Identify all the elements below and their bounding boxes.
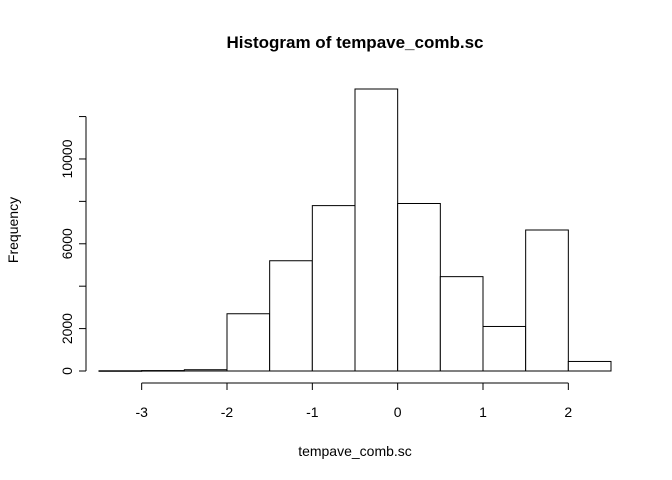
x-axis-label: tempave_comb.sc bbox=[298, 443, 412, 459]
y-tick-label: 10000 bbox=[59, 139, 75, 178]
x-tick-label: -3 bbox=[135, 404, 148, 420]
histogram-bar bbox=[482, 325, 527, 372]
histogram-bar bbox=[354, 88, 399, 372]
x-tick-label: 2 bbox=[564, 404, 572, 420]
y-tick-label: 6000 bbox=[59, 228, 75, 259]
x-tick-label: 1 bbox=[479, 404, 487, 420]
y-tick-label: 2000 bbox=[59, 313, 75, 344]
y-axis-label: Frequency bbox=[5, 197, 21, 263]
x-tick-label: -2 bbox=[221, 404, 234, 420]
histogram-bar bbox=[98, 370, 143, 372]
histogram-bar bbox=[397, 202, 441, 372]
histogram-bar bbox=[269, 260, 313, 372]
histogram-bar bbox=[141, 370, 185, 372]
histogram-bar bbox=[439, 276, 484, 372]
bars-group bbox=[98, 88, 612, 372]
histogram-bar bbox=[525, 229, 569, 372]
histogram-bar bbox=[183, 369, 228, 372]
x-tick-label: 0 bbox=[394, 404, 402, 420]
y-tick-label: 0 bbox=[59, 367, 75, 375]
histogram-bar bbox=[226, 313, 271, 372]
x-tick-label: -1 bbox=[306, 404, 319, 420]
y-axis: 0 2000 6000 10000 bbox=[59, 116, 87, 375]
histogram-bar bbox=[567, 360, 612, 372]
x-axis: -3 -2 -1 0 1 2 bbox=[135, 382, 572, 420]
chart-title: Histogram of tempave_comb.sc bbox=[227, 33, 484, 52]
histogram-bar bbox=[311, 205, 356, 372]
